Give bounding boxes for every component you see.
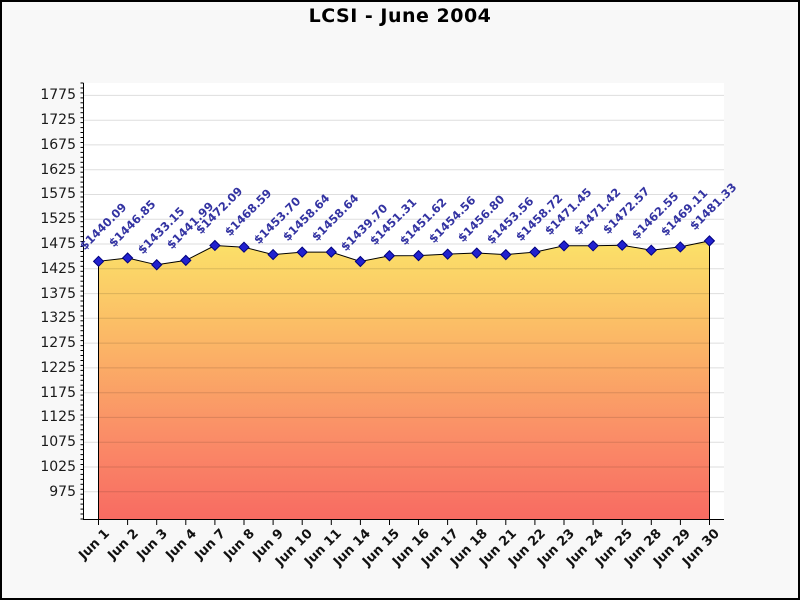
data-point-marker — [180, 254, 192, 267]
y-axis-label: 975 — [49, 483, 76, 500]
y-axis-label: 1525 — [40, 211, 76, 228]
y-axis-label: 1725 — [40, 112, 76, 129]
data-point-marker — [354, 255, 367, 268]
area-fill — [98, 240, 710, 519]
data-point-marker — [558, 240, 570, 252]
gridlines — [84, 94, 724, 493]
y-axis-label: 1125 — [40, 409, 76, 426]
y-axis-label: 1325 — [40, 310, 76, 327]
y-axis-label: 1075 — [40, 434, 76, 451]
data-point-marker — [209, 239, 221, 252]
y-axis-ticks — [80, 82, 84, 520]
data-point-marker — [296, 246, 308, 258]
data-point-marker — [587, 240, 599, 252]
y-axis-label: 1375 — [40, 285, 76, 302]
data-point-marker — [645, 244, 657, 256]
data-point-marker — [412, 249, 425, 262]
data-point-marker — [674, 241, 687, 253]
y-axis-label: 1575 — [40, 186, 76, 203]
y-axis-label: 1275 — [40, 335, 76, 352]
y-axis-label: 1025 — [40, 458, 76, 475]
data-point-marker — [500, 248, 512, 261]
data-point-marker — [383, 250, 396, 262]
data-point-marker — [151, 259, 163, 271]
data-point-marker — [441, 248, 454, 260]
data-point-marker — [325, 246, 337, 258]
data-point-marker — [529, 246, 541, 258]
y-axis-label: 1475 — [40, 236, 76, 253]
y-axis-label: 1625 — [40, 161, 76, 178]
x-axis-ticks — [98, 520, 710, 525]
y-axis-label: 1775 — [40, 87, 76, 104]
data-point-marker — [92, 255, 105, 268]
data-point-marker — [121, 252, 134, 264]
y-axis-label: 1675 — [40, 136, 76, 153]
data-point-marker — [703, 235, 716, 247]
data-point-marker — [616, 239, 628, 251]
data-point-marker — [471, 247, 483, 259]
data-point-marker — [267, 248, 279, 261]
data-point-markers — [92, 235, 716, 271]
chart-title: LCSI - June 2004 — [308, 5, 492, 27]
y-axis-label: 1425 — [40, 260, 76, 277]
y-axis-label: 1175 — [40, 384, 76, 401]
data-point-marker — [238, 241, 250, 253]
y-axis-label: 1225 — [40, 359, 76, 376]
